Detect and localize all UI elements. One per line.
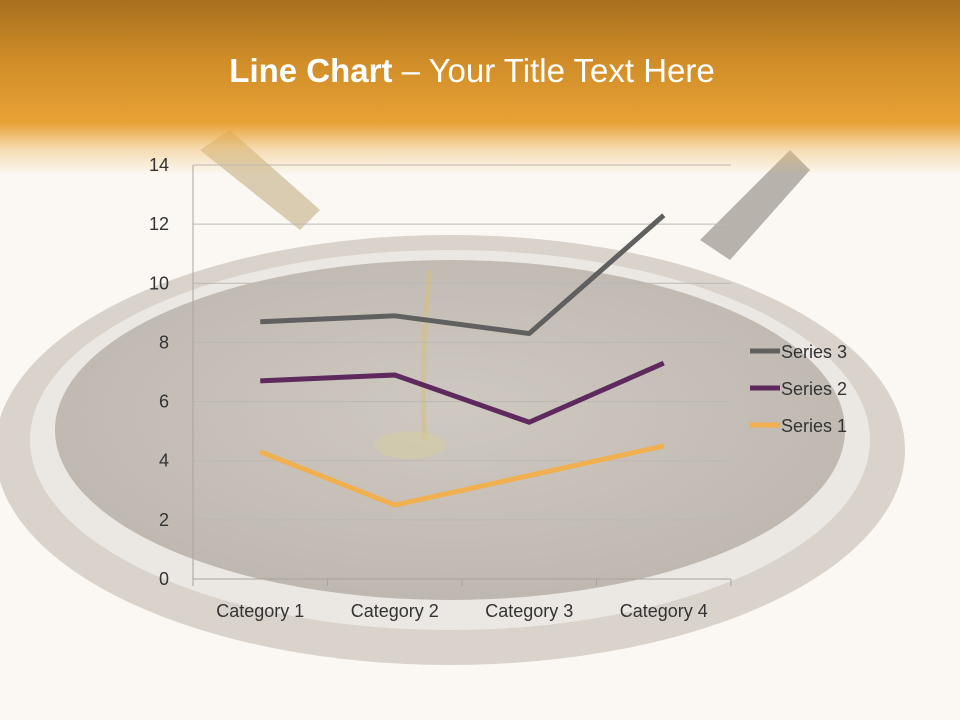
series-line-1: [259, 443, 665, 508]
title-bold: Line Chart: [229, 52, 393, 89]
y-tick-label: 12: [149, 214, 169, 234]
y-tick-label: 2: [159, 510, 169, 530]
legend-label-3: Series 3: [781, 342, 847, 362]
x-tick-label: Category 4: [620, 601, 708, 621]
title-banner: [0, 0, 960, 175]
series-line-2: [260, 360, 665, 425]
legend: Series 3 Series 2 Series 1: [750, 342, 847, 436]
legend-label-1: Series 1: [781, 416, 847, 436]
x-tick-label: Category 1: [216, 601, 304, 621]
series-line-3: [260, 213, 666, 337]
y-tick-label: 4: [159, 451, 169, 471]
legend-label-2: Series 2: [781, 379, 847, 399]
title-rest: – Your Title Text Here: [392, 52, 715, 89]
series-lines: [259, 213, 666, 508]
x-tick-label: Category 3: [485, 601, 573, 621]
x-tick-label: Category 2: [351, 601, 439, 621]
gridlines: [193, 164, 731, 521]
y-tick-label: 10: [149, 273, 169, 293]
y-tick-label: 0: [159, 569, 169, 589]
y-tick-label: 8: [159, 332, 169, 352]
slide-title: Line Chart – Your Title Text Here: [0, 52, 944, 90]
y-tick-label: 6: [159, 392, 169, 412]
y-tick-label: 14: [149, 155, 169, 175]
axes: 0 2 4 6 8 10 12 14 Category 1 Category 2 Category …: [149, 155, 732, 621]
